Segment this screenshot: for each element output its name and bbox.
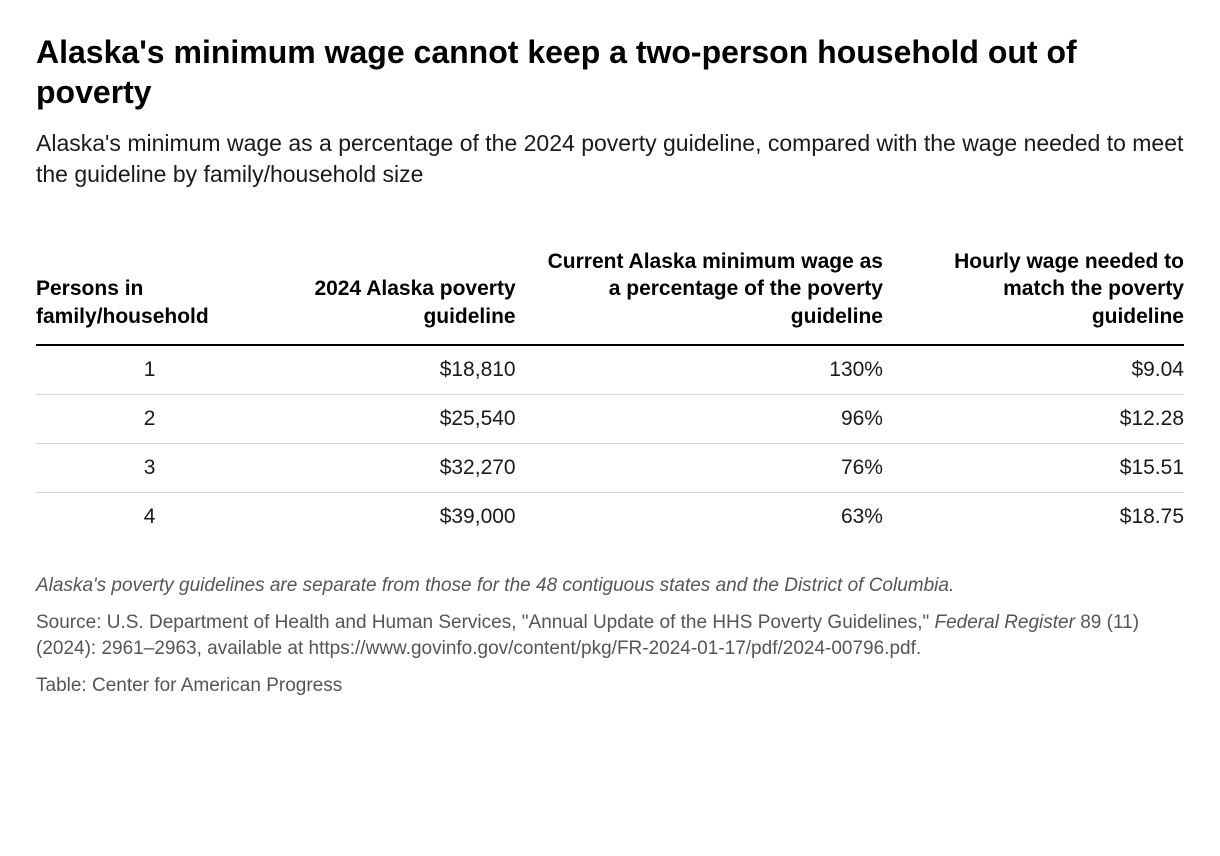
table-header-row: Persons in family/household 2024 Alaska … bbox=[36, 238, 1184, 345]
table-row: 1 $18,810 130% $9.04 bbox=[36, 345, 1184, 395]
table-row: 4 $39,000 63% $18.75 bbox=[36, 492, 1184, 541]
table-credit: Table: Center for American Progress bbox=[36, 673, 1184, 700]
cell-hourly: $15.51 bbox=[897, 443, 1184, 492]
cell-hourly: $18.75 bbox=[897, 492, 1184, 541]
cell-percentage: 76% bbox=[530, 443, 897, 492]
poverty-guideline-table: Persons in family/household 2024 Alaska … bbox=[36, 238, 1184, 541]
table-subtitle: Alaska's minimum wage as a percentage of… bbox=[36, 128, 1184, 190]
cell-guideline: $18,810 bbox=[277, 345, 530, 395]
table-title: Alaska's minimum wage cannot keep a two-… bbox=[36, 32, 1184, 112]
cell-percentage: 130% bbox=[530, 345, 897, 395]
header-guideline: 2024 Alaska poverty guideline bbox=[277, 238, 530, 345]
cell-guideline: $32,270 bbox=[277, 443, 530, 492]
cell-percentage: 63% bbox=[530, 492, 897, 541]
cell-persons: 3 bbox=[36, 443, 277, 492]
source-citation: Source: U.S. Department of Health and Hu… bbox=[36, 610, 1184, 663]
cell-hourly: $9.04 bbox=[897, 345, 1184, 395]
cell-persons: 1 bbox=[36, 345, 277, 395]
source-prefix: Source: U.S. Department of Health and Hu… bbox=[36, 612, 935, 633]
header-hourly: Hourly wage needed to match the poverty … bbox=[897, 238, 1184, 345]
source-italic: Federal Register bbox=[935, 612, 1075, 633]
cell-guideline: $25,540 bbox=[277, 394, 530, 443]
table-row: 2 $25,540 96% $12.28 bbox=[36, 394, 1184, 443]
footnote: Alaska's poverty guidelines are separate… bbox=[36, 573, 1184, 600]
cell-percentage: 96% bbox=[530, 394, 897, 443]
cell-guideline: $39,000 bbox=[277, 492, 530, 541]
cell-persons: 2 bbox=[36, 394, 277, 443]
cell-persons: 4 bbox=[36, 492, 277, 541]
header-percentage: Current Alaska minimum wage as a percent… bbox=[530, 238, 897, 345]
table-row: 3 $32,270 76% $15.51 bbox=[36, 443, 1184, 492]
cell-hourly: $12.28 bbox=[897, 394, 1184, 443]
header-persons: Persons in family/household bbox=[36, 238, 277, 345]
